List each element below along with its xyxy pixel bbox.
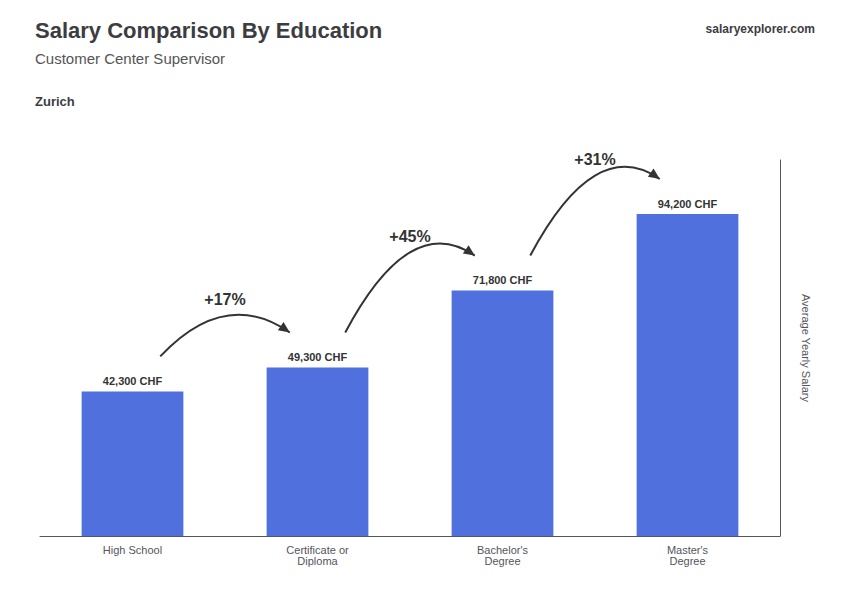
svg-text:Customer Center Supervisor: Customer Center Supervisor bbox=[35, 50, 225, 67]
svg-text:Degree: Degree bbox=[669, 555, 705, 567]
svg-text:49,300 CHF: 49,300 CHF bbox=[288, 351, 348, 363]
svg-text:Certificate or: Certificate or bbox=[286, 543, 349, 556]
svg-text:71,800 CHF: 71,800 CHF bbox=[473, 274, 533, 286]
svg-text:42,300 CHF: 42,300 CHF bbox=[103, 375, 163, 387]
svg-text:94,200 CHF: 94,200 CHF bbox=[658, 198, 718, 210]
svg-text:Bachelor's: Bachelor's bbox=[477, 543, 528, 556]
svg-text:Average Yearly Salary: Average Yearly Salary bbox=[800, 294, 812, 403]
svg-text:Zurich: Zurich bbox=[35, 94, 75, 109]
svg-text:Diploma: Diploma bbox=[297, 555, 338, 567]
svg-text:Degree: Degree bbox=[484, 555, 520, 567]
svg-text:Salary Comparison By Education: Salary Comparison By Education bbox=[35, 18, 382, 43]
svg-text:salaryexplorer.com: salaryexplorer.com bbox=[706, 22, 815, 36]
svg-text:+45%: +45% bbox=[389, 228, 430, 245]
svg-text:Master's: Master's bbox=[666, 543, 709, 556]
svg-text:+17%: +17% bbox=[204, 291, 245, 308]
svg-text:High School: High School bbox=[103, 544, 162, 556]
svg-text:+31%: +31% bbox=[574, 151, 615, 168]
